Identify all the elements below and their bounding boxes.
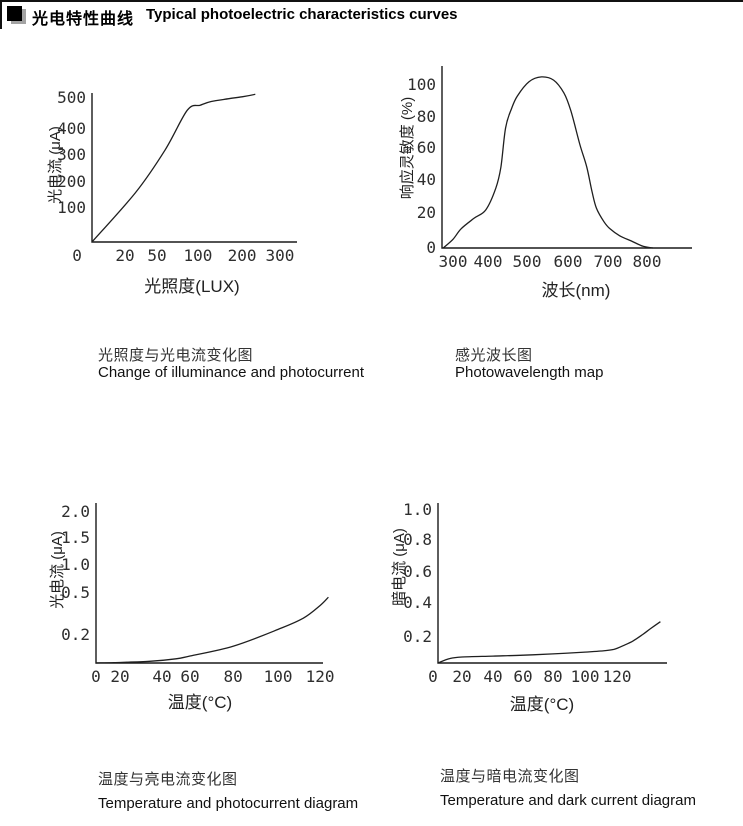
- temperature-photocurrent-y-tick: 1.0: [61, 555, 90, 574]
- page-top-border: [0, 0, 743, 2]
- temperature-darkcurrent-y-tick: 0.6: [403, 561, 432, 581]
- illuminance-photocurrent-y-tick: 400: [57, 119, 86, 139]
- chart4-x-axis-title: 温度(°C): [509, 695, 575, 714]
- chart3-y-axis-title: 光电流 (μA): [49, 531, 66, 609]
- chart2-caption-zh: 感光波长图: [455, 347, 533, 364]
- chart1-y-axis-title: 光电流 (μA): [47, 126, 64, 204]
- chart2-x-axis-title: 波长(nm): [541, 281, 611, 300]
- chart1-caption-en: Change of illuminance and photocurrent: [98, 364, 365, 381]
- temperature-photocurrent-x-tick: 120: [305, 667, 335, 686]
- illuminance-photocurrent-y-tick: 500: [57, 88, 86, 108]
- illuminance-photocurrent-x-tick: 100: [183, 246, 213, 265]
- chart3-caption-zh: 温度与亮电流变化图: [98, 771, 238, 788]
- photo-wavelength-x-tick: 700: [593, 252, 623, 271]
- chart3-x-axis-title: 温度(°C): [167, 693, 233, 712]
- photo-wavelength-x-tick: 400: [473, 252, 503, 271]
- temperature-photocurrent-x-tick: 0: [91, 667, 101, 686]
- temperature-photocurrent-x-tick: 60: [180, 667, 200, 686]
- temperature-photocurrent-x-tick: 100: [263, 667, 293, 686]
- illuminance-photocurrent-x-tick: 20: [115, 246, 135, 265]
- temperature-darkcurrent-y-tick: 1.0: [403, 500, 432, 520]
- temperature-photocurrent-curve: [95, 596, 329, 664]
- temperature-photocurrent-y-tick: 1.5: [61, 528, 90, 548]
- temperature-photocurrent-y-tick: 0.2: [61, 625, 90, 644]
- temperature-darkcurrent-x-tick: 20: [452, 667, 472, 686]
- photo-wavelength-y-tick: 80: [416, 106, 436, 126]
- chart1-x-axis-title: 光照度(LUX): [144, 277, 240, 296]
- section-title-en: Typical photoelectric characteristics cu…: [146, 6, 458, 23]
- photo-wavelength-x-tick: 300: [438, 252, 468, 271]
- page-left-border: [0, 0, 2, 29]
- photo-wavelength-y-tick: 20: [416, 203, 436, 223]
- illuminance-photocurrent-x-tick: 0: [72, 246, 82, 265]
- chart4-caption-en: Temperature and dark current diagram: [440, 792, 696, 809]
- temperature-darkcurrent-x-tick: 80: [543, 667, 563, 686]
- chart2-y-axis-title: 响应灵敏度 (%): [399, 96, 416, 200]
- illuminance-photocurrent-y-tick: 200: [57, 171, 86, 191]
- illuminance-photocurrent-x-tick: 50: [147, 246, 167, 265]
- chart1-caption-zh: 光照度与光电流变化图: [98, 347, 254, 364]
- temperature-darkcurrent-x-tick: 100: [570, 667, 600, 686]
- photo-wavelength-y-tick: 0: [426, 238, 436, 257]
- illuminance-photocurrent-x-tick: 300: [265, 246, 295, 265]
- illuminance-photocurrent-x-tick: 200: [227, 246, 257, 265]
- photo-wavelength-y-tick: 40: [416, 169, 436, 189]
- temperature-darkcurrent-x-tick: 40: [483, 667, 503, 686]
- illuminance-photocurrent-curve: [91, 93, 256, 243]
- photo-wavelength-x-tick: 600: [553, 252, 583, 271]
- illuminance-photocurrent-y-tick: 100: [57, 198, 86, 218]
- temperature-photocurrent-x-tick: 40: [152, 667, 172, 686]
- temperature-darkcurrent-x-tick: 60: [513, 667, 533, 686]
- chart4-caption-zh: 温度与暗电流变化图: [440, 768, 580, 785]
- section-bullet-icon: [7, 6, 22, 21]
- temperature-photocurrent-y-tick: 0.5: [61, 583, 90, 602]
- photo-wavelength-x-tick: 800: [632, 252, 662, 271]
- temperature-photocurrent-x-tick: 80: [223, 667, 243, 686]
- chart2-caption-en: Photowavelength map: [455, 364, 604, 381]
- photo-wavelength-axes: [441, 66, 692, 249]
- photo-wavelength-curve: [442, 76, 654, 249]
- temperature-darkcurrent-curve: [437, 621, 661, 664]
- photo-wavelength-x-tick: 500: [512, 252, 542, 271]
- temperature-photocurrent-x-tick: 20: [110, 667, 130, 686]
- chart3-caption-en: Temperature and photocurrent diagram: [98, 795, 359, 812]
- temperature-photocurrent-y-tick: 2.0: [61, 501, 90, 521]
- photo-wavelength-y-tick: 60: [416, 138, 436, 158]
- temperature-darkcurrent-y-tick: 0.8: [403, 529, 432, 549]
- temperature-darkcurrent-y-tick: 0.4: [403, 593, 432, 612]
- illuminance-photocurrent-y-tick: 300: [57, 144, 86, 164]
- temperature-darkcurrent-y-tick: 0.2: [403, 627, 432, 646]
- temperature-darkcurrent-x-tick: 120: [602, 667, 632, 686]
- photo-wavelength-y-tick: 100: [407, 74, 436, 94]
- temperature-darkcurrent-x-tick: 0: [428, 667, 438, 686]
- chart4-y-axis-title: 暗电流 (μA): [391, 528, 408, 606]
- section-title-zh: 光电特性曲线: [32, 11, 135, 28]
